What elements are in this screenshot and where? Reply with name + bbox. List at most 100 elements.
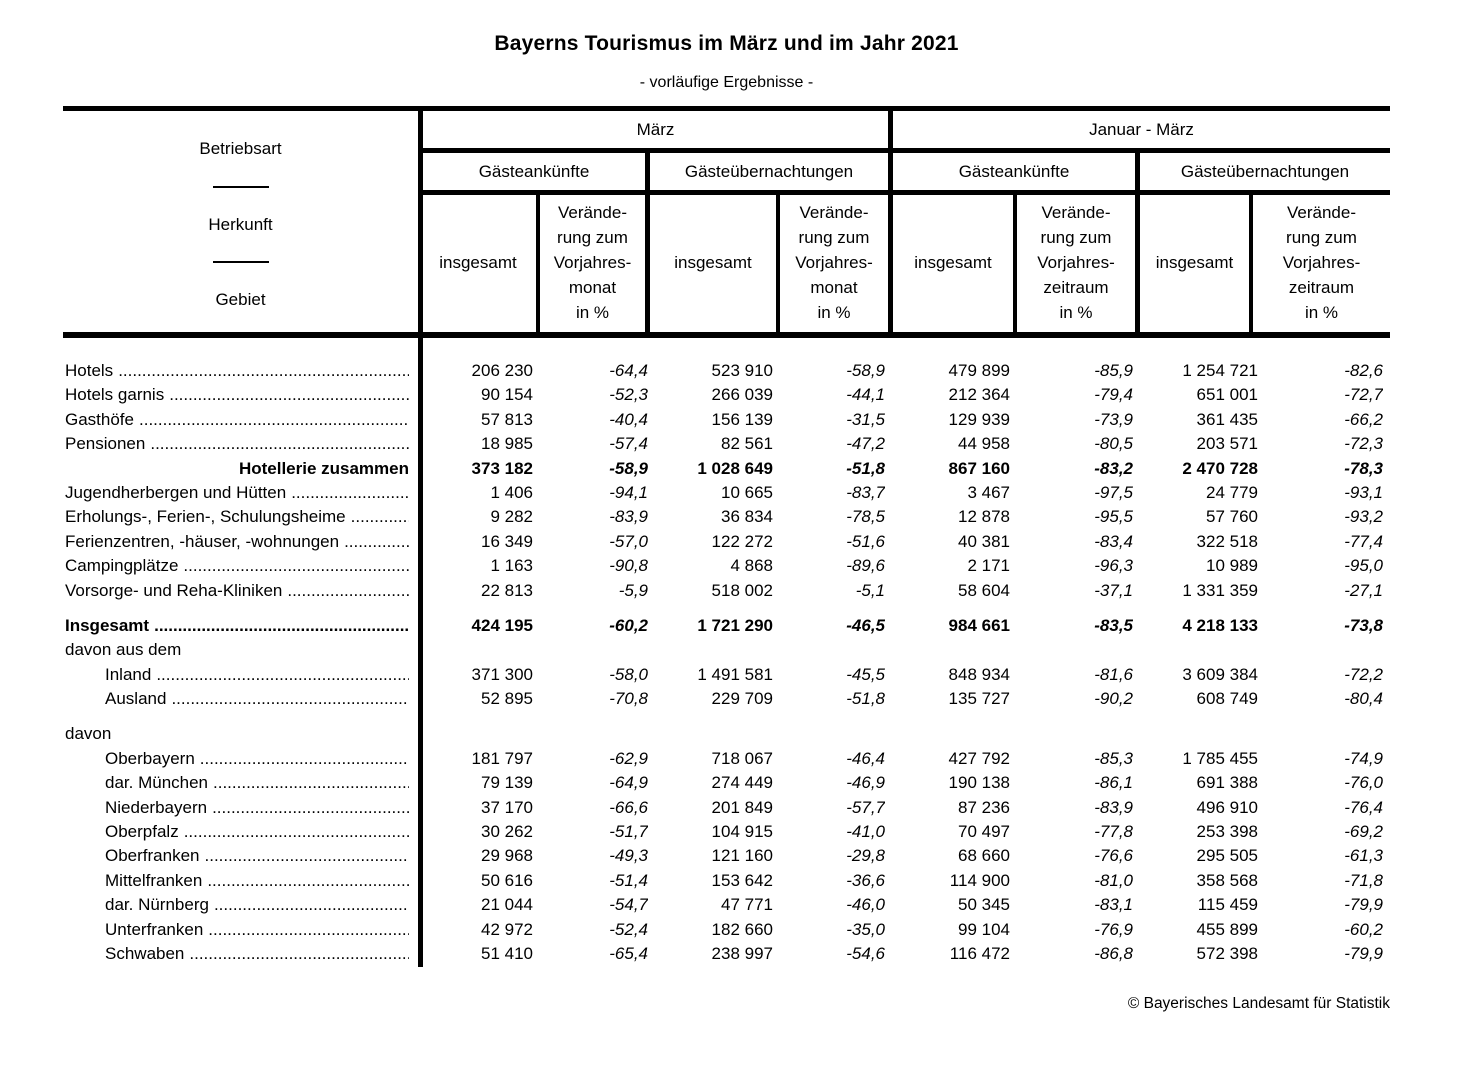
value-cell: -73,9 [1094,409,1133,429]
value-cell: -77,8 [1094,822,1133,842]
dot-leader [207,869,409,893]
value-cell: -76,4 [1344,797,1383,817]
row-label-cell: Ausland [63,687,423,711]
value-cell: -69,2 [1344,822,1383,842]
value-cell: -46,5 [846,615,885,635]
value-cell: -36,6 [846,870,885,890]
measure-header-ankuenfte-jan-maerz: Gästeankünfte [958,161,1070,181]
value-cell [1133,638,1258,662]
row-label-cell: Hotels garnis [63,383,423,407]
value-cell: -83,2 [1094,458,1133,478]
value-cell: -79,9 [1344,943,1383,963]
value-cell: -76,0 [1344,773,1383,793]
value-cell: -77,4 [1344,531,1383,551]
table-section: Hotels 206 230 -64,4 523 910 -58,9 479 8… [63,359,1390,603]
table-row: Hotels garnis 90 154 -52,3 266 039 -44,1… [63,383,1390,407]
value-cell: -54,6 [846,943,885,963]
row-label: Erholungs-, Ferien-, Schulungsheime [65,507,346,527]
value-cell: 16 349 [481,531,533,551]
value-cell [773,722,885,746]
value-cell: -81,0 [1094,870,1133,890]
value-cell: 21 044 [481,895,533,915]
value-cell: 206 230 [471,361,533,380]
table-row: Niederbayern 37 170 -66,6 201 849 -57,7 … [63,796,1390,820]
table-row: Ferienzentren, -häuser, -wohnungen 16 34… [63,530,1390,554]
value-cell: 1 491 581 [697,664,773,684]
value-cell: -70,8 [609,689,648,709]
value-cell: 114 900 [949,870,1010,890]
value-cell: -65,4 [609,943,648,963]
dot-leader [154,614,409,638]
value-cell: 29 968 [481,846,533,866]
value-cell: -37,1 [1094,580,1133,600]
value-cell: -52,3 [609,385,648,405]
value-cell: 104 915 [711,822,773,842]
row-label: Unterfranken [105,919,204,939]
value-cell: 1 254 721 [1182,361,1258,380]
value-cell: -51,8 [846,689,885,709]
value-cell [885,722,1010,746]
value-cell: -83,5 [1094,615,1133,635]
row-label: Hotellerie zusammen [238,458,409,478]
value-cell: 24 779 [1206,482,1258,502]
value-cell: -95,0 [1344,556,1383,576]
value-cell: -83,4 [1094,531,1133,551]
row-label-cell: Mittelfranken [63,869,423,893]
table-row: dar. Nürnberg 21 044 -54,7 47 771 -46,0 … [63,893,1390,917]
value-cell: -81,6 [1094,664,1133,684]
row-label-cell: Oberbayern [63,747,423,771]
value-cell: 52 895 [481,689,533,709]
value-cell: -5,1 [855,580,885,600]
value-cell: -29,8 [846,846,885,866]
row-label: Oberbayern [105,748,195,768]
row-label: Pensionen [65,434,146,454]
value-cell: -51,8 [846,458,885,478]
row-label-cell: Erholungs-, Ferien-, Schulungsheime [63,505,423,529]
value-cell: 44 958 [958,434,1010,454]
row-label-cell: Niederbayern [63,796,423,820]
table-row: Hotellerie zusammen 373 182 -58,9 1 028 … [63,457,1390,481]
table-row: Vorsorge- und Reha-Kliniken 22 813 -5,9 … [63,579,1390,603]
column-divider-line-3 [1013,190,1017,332]
value-cell: 1 028 649 [697,458,773,478]
value-cell: 361 435 [1196,409,1258,429]
value-cell: -94,1 [609,482,648,502]
value-cell: 153 642 [711,870,773,890]
dot-leader [212,796,409,820]
value-cell: 479 899 [948,361,1010,380]
value-cell: 156 139 [711,409,773,429]
row-label-cell: Inland [63,663,423,687]
value-cell: -31,5 [846,409,885,429]
row-label: Vorsorge- und Reha-Kliniken [65,580,283,600]
measure-header-uebernachtungen-maerz: Gästeübernachtungen [684,161,854,181]
value-cell: -64,9 [609,773,648,793]
stub-separator-rule [212,185,269,188]
dot-leader [184,820,409,844]
period-row-rule [418,148,1390,153]
value-cell: 266 039 [711,385,773,405]
value-cell: 371 300 [471,664,533,684]
value-cell: 608 749 [1196,689,1258,709]
value-cell: -90,8 [609,556,648,576]
value-cell: -35,0 [846,919,885,939]
value-cell: -83,7 [846,482,885,502]
column-header-insgesamt-1: insgesamt [439,252,517,272]
value-cell [533,722,648,746]
dot-leader [183,554,409,578]
row-label: Ausland [105,689,167,709]
row-label-cell: Pensionen [63,432,423,456]
dot-leader [118,359,409,383]
value-cell: 40 381 [958,531,1010,551]
value-cell: -57,0 [609,531,648,551]
value-cell: 18 985 [481,434,533,454]
value-cell: 135 727 [948,689,1010,709]
row-label: Campingplätze [65,556,179,576]
value-cell: -83,1 [1094,895,1133,915]
value-cell: -47,2 [846,434,885,454]
value-cell: 1 721 290 [697,615,773,635]
value-cell: -46,9 [846,773,885,793]
table-row: Pensionen 18 985 -57,4 82 561 -47,2 44 9… [63,432,1390,456]
value-cell: 37 170 [481,797,533,817]
column-header-veraenderung-3: Verände- rung zum Vorjahres- zeitraum in… [1037,202,1115,322]
value-cell: -5,9 [618,580,648,600]
